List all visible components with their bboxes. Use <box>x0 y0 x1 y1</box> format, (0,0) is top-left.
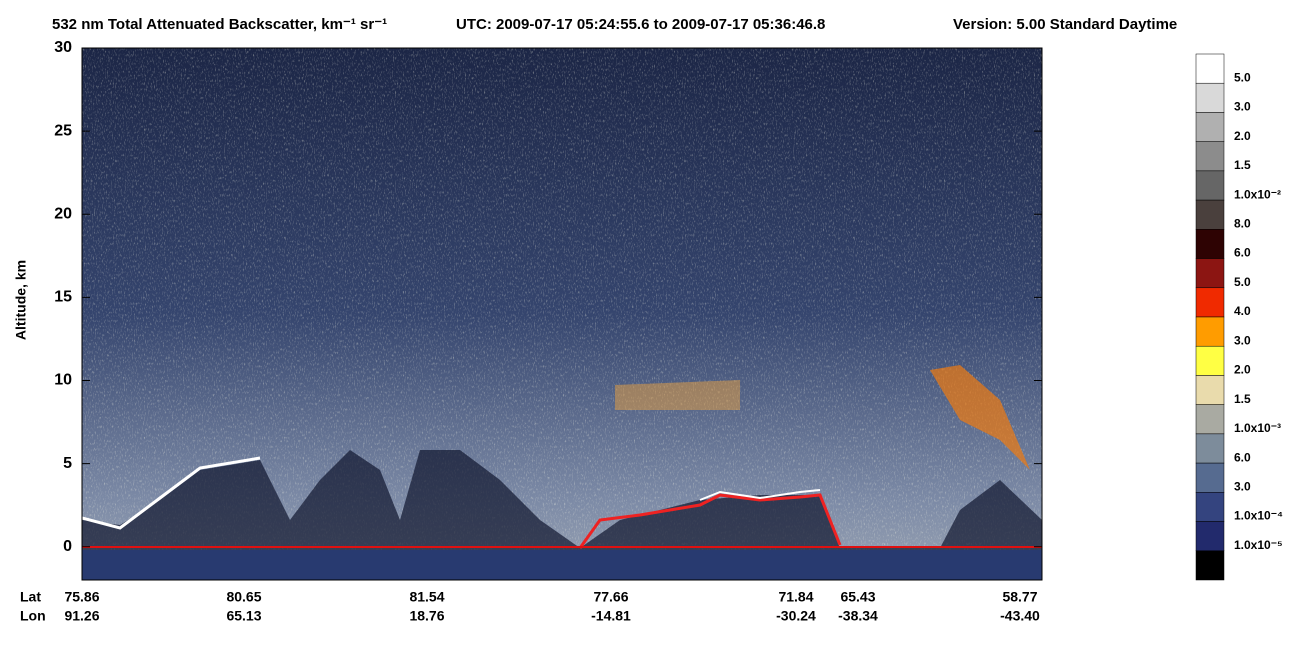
lat-label: 71.84 <box>778 589 813 605</box>
colorbar-swatch <box>1195 170 1225 201</box>
colorbar-label: 6.0 <box>1234 450 1251 464</box>
lat-label: 77.66 <box>593 589 628 605</box>
colorbar-label: 1.0x10⁻² <box>1234 187 1281 201</box>
y-tick-label: 5 <box>63 455 72 472</box>
y-axis-label: Altitude, km <box>13 260 29 340</box>
lat-label: 81.54 <box>409 589 444 605</box>
backscatter-image <box>82 48 1042 580</box>
colorbar-label: 6.0 <box>1234 246 1251 260</box>
lon-label: -14.81 <box>591 608 631 624</box>
colorbar-label: 1.0x10⁻³ <box>1234 421 1281 435</box>
colorbar-swatch <box>1195 258 1225 289</box>
colorbar-swatch <box>1195 433 1225 464</box>
colorbar-label: 4.0 <box>1234 304 1251 318</box>
lat-label: 65.43 <box>840 589 875 605</box>
colorbar-label: 1.0x10⁻⁵ <box>1234 538 1283 552</box>
colorbar-swatch <box>1195 229 1225 259</box>
colorbar-swatch <box>1195 287 1225 318</box>
lon-label: -38.34 <box>838 608 878 624</box>
lon-label: 18.76 <box>409 608 444 624</box>
lon-label: -43.40 <box>1000 608 1040 624</box>
colorbar-label: 5.0 <box>1234 275 1251 289</box>
y-tick-label: 30 <box>54 39 72 56</box>
lat-label: 58.77 <box>1002 589 1037 605</box>
lat-label: 80.65 <box>226 589 261 605</box>
lon-label: 91.26 <box>64 608 99 624</box>
colorbar-swatch <box>1195 82 1225 113</box>
colorbar-label: 3.0 <box>1234 480 1251 494</box>
row-label: Lat <box>20 589 41 605</box>
colorbar-swatch <box>1195 53 1225 84</box>
colorbar-swatch <box>1195 345 1225 376</box>
y-tick-label: 20 <box>54 205 72 222</box>
colorbar-label: 5.0 <box>1234 70 1251 84</box>
colorbar-swatch <box>1195 492 1225 522</box>
y-tick-label: 10 <box>54 372 72 389</box>
lon-label: -30.24 <box>776 608 816 624</box>
colorbar-label: 8.0 <box>1234 217 1251 231</box>
colorbar-label: 2.0 <box>1234 129 1251 143</box>
colorbar-label: 1.5 <box>1234 392 1251 406</box>
colorbar-swatch <box>1195 375 1225 405</box>
chart-subtitle: UTC: 2009-07-17 05:24:55.6 to 2009-07-17… <box>456 16 825 33</box>
colorbar-swatch <box>1195 550 1225 581</box>
y-tick-label: 25 <box>54 122 72 139</box>
y-tick-label: 15 <box>54 289 72 306</box>
colorbar-swatch <box>1195 462 1225 493</box>
colorbar-label: 1.5 <box>1234 158 1251 172</box>
colorbar-swatch <box>1195 521 1225 552</box>
lat-label: 75.86 <box>64 589 99 605</box>
colorbar-swatch <box>1195 199 1225 230</box>
colorbar-label: 1.0x10⁻⁴ <box>1234 509 1283 523</box>
version-label: Version: 5.00 Standard Daytime <box>953 16 1177 33</box>
colorbar-swatch <box>1195 141 1225 172</box>
colorbar-swatch <box>1195 316 1225 347</box>
colorbar-swatch <box>1195 404 1225 435</box>
colorbar-label: 3.0 <box>1234 333 1251 347</box>
colorbar-label: 3.0 <box>1234 100 1251 114</box>
lon-label: 65.13 <box>226 608 261 624</box>
y-tick-label: 0 <box>63 538 72 555</box>
colorbar-label: 2.0 <box>1234 363 1251 377</box>
row-label: Lon <box>20 608 46 624</box>
chart-title: 532 nm Total Attenuated Backscatter, km⁻… <box>52 16 387 33</box>
plot-frame <box>81 47 1043 581</box>
colorbar-swatch <box>1195 112 1225 142</box>
